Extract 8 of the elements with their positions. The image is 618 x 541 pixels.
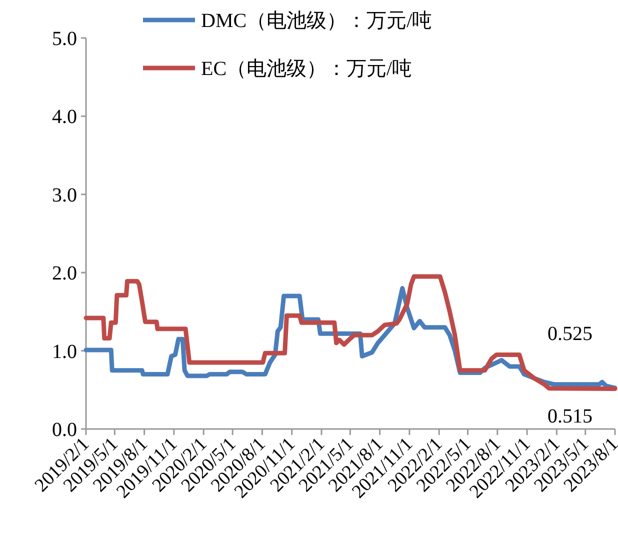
y-tick-label: 1.0 [52, 340, 77, 363]
y-tick-label: 5.0 [52, 28, 77, 50]
legend-label: EC（电池级）：万元/吨 [201, 58, 412, 80]
legend-label: DMC（电池级）：万元/吨 [201, 10, 432, 32]
y-tick-label: 0.0 [52, 419, 77, 441]
y-tick-label: 2.0 [52, 262, 77, 285]
y-tick-label: 4.0 [52, 106, 77, 128]
y-tick-label: 3.0 [52, 184, 77, 206]
